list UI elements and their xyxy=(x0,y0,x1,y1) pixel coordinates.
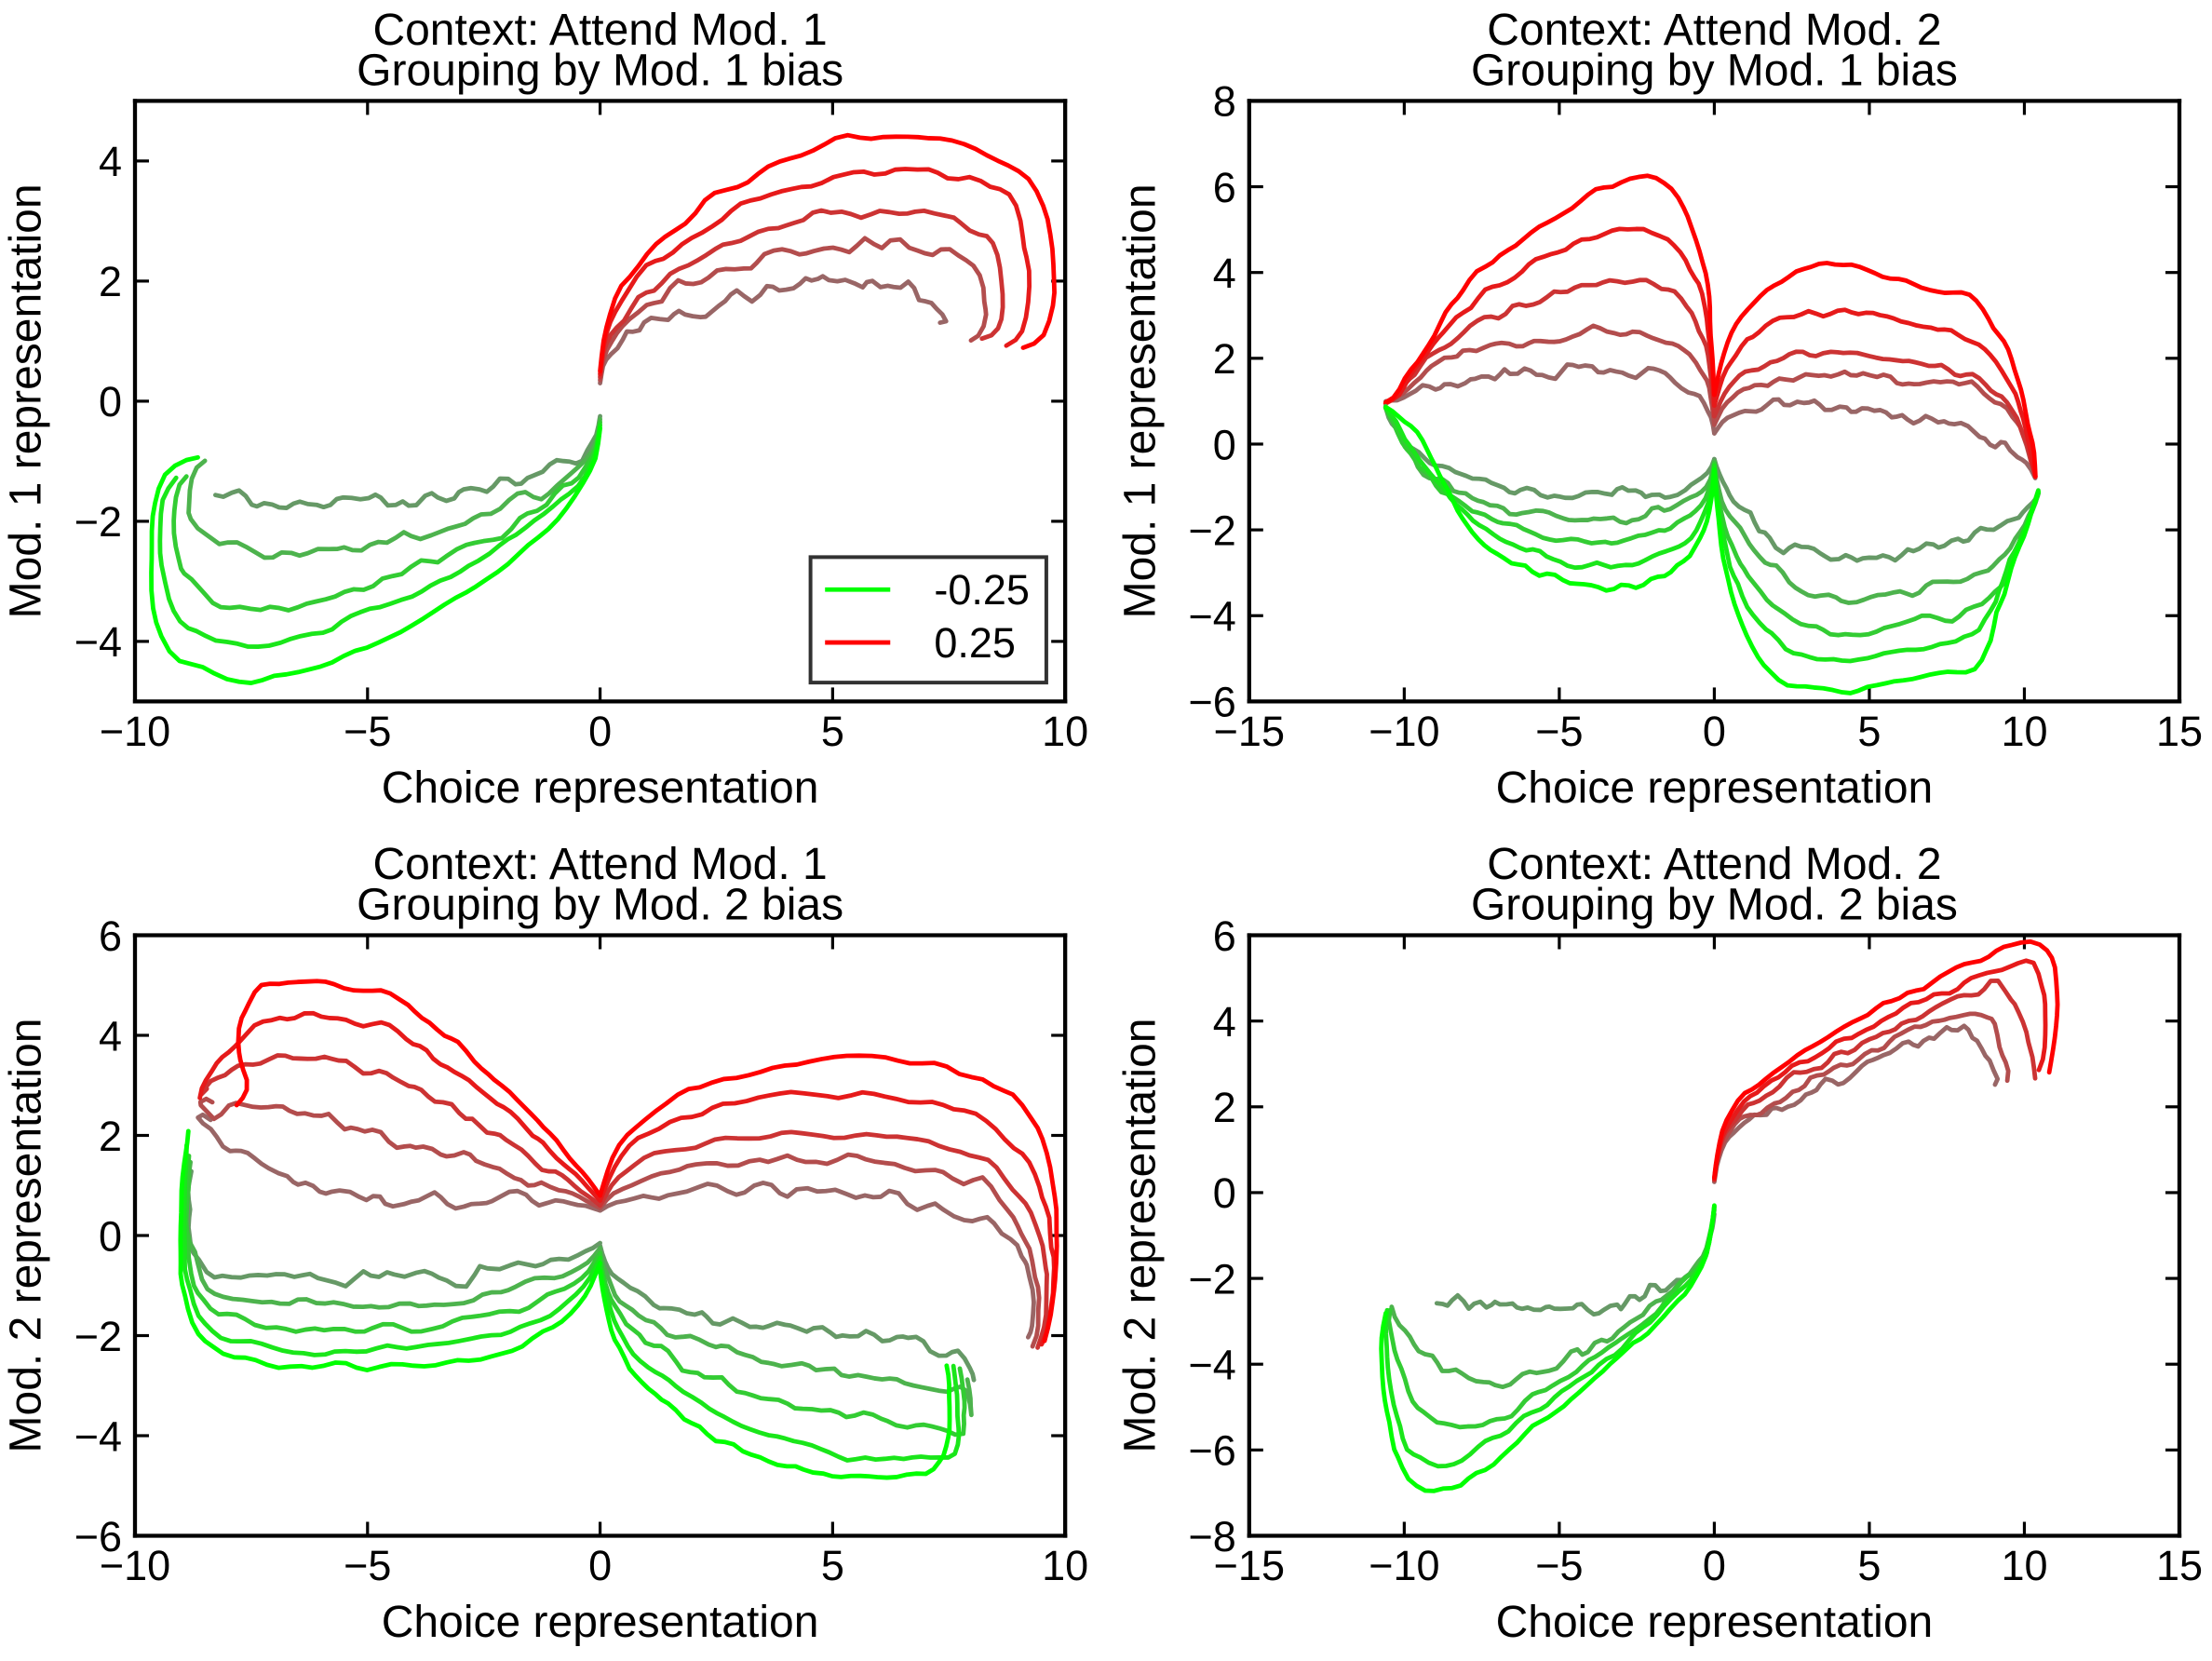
svg-text:−5: −5 xyxy=(344,708,391,755)
svg-text:15: 15 xyxy=(2156,708,2203,755)
svg-text:0: 0 xyxy=(1703,708,1726,755)
svg-text:5: 5 xyxy=(821,708,844,755)
svg-text:Mod. 1 representation: Mod. 1 representation xyxy=(1116,183,1166,618)
svg-text:−8: −8 xyxy=(1189,1513,1236,1560)
svg-text:−2: −2 xyxy=(1189,506,1236,554)
svg-text:10: 10 xyxy=(1042,1542,1088,1589)
svg-text:5: 5 xyxy=(821,1542,844,1589)
svg-text:−15: −15 xyxy=(1214,708,1285,755)
svg-text:−10: −10 xyxy=(100,708,170,755)
svg-text:-0.25: -0.25 xyxy=(934,566,1030,614)
svg-text:−2: −2 xyxy=(74,498,122,546)
svg-text:−4: −4 xyxy=(1189,593,1236,641)
svg-text:−4: −4 xyxy=(74,618,122,666)
svg-text:Grouping by Mod. 2 bias: Grouping by Mod. 2 bias xyxy=(357,880,843,929)
svg-text:Choice representation: Choice representation xyxy=(1496,1598,1934,1647)
svg-text:4: 4 xyxy=(99,138,122,185)
svg-text:Grouping by Mod. 1 bias: Grouping by Mod. 1 bias xyxy=(357,46,843,95)
svg-text:Mod. 1 representation: Mod. 1 representation xyxy=(2,183,51,618)
svg-text:0: 0 xyxy=(1703,1542,1726,1589)
svg-text:4: 4 xyxy=(99,1012,122,1060)
svg-text:Choice representation: Choice representation xyxy=(382,1598,819,1647)
svg-text:−5: −5 xyxy=(1535,1542,1583,1589)
svg-text:10: 10 xyxy=(2001,1542,2047,1589)
svg-text:−6: −6 xyxy=(74,1513,122,1560)
svg-text:2: 2 xyxy=(1213,1084,1236,1131)
svg-text:10: 10 xyxy=(1042,708,1088,755)
svg-text:−10: −10 xyxy=(1369,1542,1439,1589)
svg-text:0: 0 xyxy=(588,1542,612,1589)
svg-text:Choice representation: Choice representation xyxy=(1496,763,1934,813)
svg-text:−6: −6 xyxy=(1189,1427,1236,1475)
svg-text:0: 0 xyxy=(99,378,122,425)
svg-text:6: 6 xyxy=(1213,164,1236,211)
svg-text:Context: Attend Mod. 2: Context: Attend Mod. 2 xyxy=(1487,840,1941,889)
svg-text:0: 0 xyxy=(588,708,612,755)
svg-text:8: 8 xyxy=(1213,78,1236,126)
svg-text:15: 15 xyxy=(2156,1542,2203,1589)
svg-text:0.25: 0.25 xyxy=(934,619,1016,667)
svg-text:−4: −4 xyxy=(74,1412,122,1460)
svg-text:−2: −2 xyxy=(74,1313,122,1360)
svg-text:−2: −2 xyxy=(1189,1255,1236,1303)
svg-text:2: 2 xyxy=(99,1113,122,1160)
svg-text:−10: −10 xyxy=(1369,708,1439,755)
svg-text:Context: Attend Mod. 1: Context: Attend Mod. 1 xyxy=(372,840,827,889)
svg-text:−5: −5 xyxy=(1535,708,1583,755)
svg-text:−6: −6 xyxy=(1189,679,1236,726)
svg-text:5: 5 xyxy=(1857,708,1881,755)
svg-text:2: 2 xyxy=(1213,335,1236,383)
svg-text:6: 6 xyxy=(99,912,122,960)
svg-text:Context: Attend Mod. 1: Context: Attend Mod. 1 xyxy=(372,6,827,55)
svg-text:0: 0 xyxy=(1213,421,1236,468)
svg-text:Grouping by Mod. 2 bias: Grouping by Mod. 2 bias xyxy=(1471,880,1958,929)
svg-text:Mod. 2 representation: Mod. 2 representation xyxy=(2,1019,51,1453)
svg-text:5: 5 xyxy=(1857,1542,1881,1589)
svg-text:4: 4 xyxy=(1213,998,1236,1046)
svg-text:2: 2 xyxy=(99,258,122,305)
svg-text:Grouping by Mod. 1 bias: Grouping by Mod. 1 bias xyxy=(1471,46,1958,95)
svg-text:4: 4 xyxy=(1213,250,1236,297)
svg-text:−10: −10 xyxy=(100,1542,170,1589)
svg-text:−5: −5 xyxy=(344,1542,391,1589)
svg-text:−4: −4 xyxy=(1189,1342,1236,1389)
svg-text:Choice representation: Choice representation xyxy=(382,763,819,813)
svg-text:Mod. 2 representation: Mod. 2 representation xyxy=(1116,1019,1166,1453)
svg-text:10: 10 xyxy=(2001,708,2047,755)
svg-text:0: 0 xyxy=(1213,1169,1236,1217)
svg-text:0: 0 xyxy=(99,1212,122,1260)
svg-text:6: 6 xyxy=(1213,912,1236,960)
svg-text:−15: −15 xyxy=(1214,1542,1285,1589)
svg-text:Context: Attend Mod. 2: Context: Attend Mod. 2 xyxy=(1487,6,1941,55)
